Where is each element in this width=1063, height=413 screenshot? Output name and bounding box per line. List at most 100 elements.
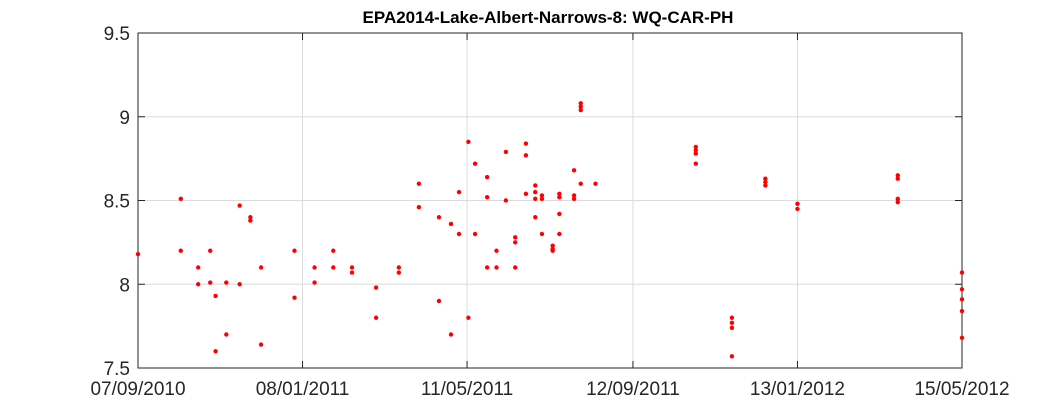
data-point: [578, 107, 583, 113]
data-point: [331, 248, 336, 253]
data-point: [213, 349, 218, 354]
data-point: [550, 248, 555, 253]
data-point: [729, 325, 735, 330]
data-point: [533, 215, 538, 220]
data-point: [373, 315, 379, 320]
y-tick-label: 8: [119, 275, 130, 296]
data-point: [959, 297, 965, 302]
y-tick-label: 8.5: [104, 192, 130, 213]
data-point: [208, 280, 213, 285]
data-point: [523, 153, 529, 158]
data-point: [895, 173, 900, 178]
data-point: [557, 191, 562, 196]
data-point: [729, 354, 735, 359]
data-point: [195, 265, 201, 270]
data-point: [693, 151, 699, 156]
data-point: [729, 315, 735, 320]
data-point: [224, 332, 229, 337]
data-point: [456, 231, 462, 237]
data-point: [494, 248, 499, 253]
x-tick-label: 13/01/2012: [750, 379, 845, 400]
data-point: [416, 181, 422, 186]
data-point: [557, 231, 562, 237]
x-tick-label: 12/09/2011: [586, 379, 680, 400]
data-point: [763, 179, 768, 185]
data-point: [292, 295, 297, 300]
data-point: [472, 161, 478, 166]
data-point: [456, 189, 462, 195]
y-tick-label: 9.5: [104, 24, 130, 45]
data-point: [959, 270, 965, 275]
data-point: [466, 139, 471, 145]
x-tick-label: 08/01/2011: [256, 379, 350, 400]
data-point: [484, 194, 490, 200]
y-tick-label: 7.5: [104, 359, 130, 380]
data-point: [135, 251, 141, 257]
data-point: [237, 282, 242, 287]
data-point: [513, 235, 518, 240]
data-point: [550, 243, 555, 248]
data-point: [533, 196, 538, 202]
data-point: [248, 218, 253, 223]
data-point: [292, 248, 297, 253]
data-point: [484, 174, 490, 180]
data-point: [523, 191, 529, 196]
chart-title: EPA2014-Lake-Albert-Narrows-8: WQ-CAR-PH: [363, 8, 734, 27]
data-point: [213, 293, 218, 299]
data-point: [895, 176, 900, 181]
data-point: [494, 265, 499, 270]
x-tick-label: 15/05/2012: [914, 379, 1009, 400]
data-point: [959, 335, 965, 341]
data-point: [513, 265, 518, 270]
data-point: [895, 196, 900, 202]
data-point: [448, 221, 454, 227]
data-point: [224, 280, 229, 285]
data-point: [795, 206, 800, 212]
data-point: [539, 193, 545, 198]
data-point: [258, 265, 264, 270]
data-point: [349, 265, 355, 270]
data-point: [312, 280, 317, 285]
grid-layer: [137, 32, 963, 369]
data-point: [503, 149, 509, 155]
data-point: [237, 203, 242, 208]
data-point: [533, 189, 538, 195]
data-point: [571, 193, 577, 198]
data-point: [331, 265, 336, 270]
data-point: [436, 298, 442, 304]
data-point: [416, 205, 422, 210]
data-point: [396, 265, 402, 270]
data-point: [959, 308, 965, 314]
data-point: [178, 248, 184, 253]
y-tick-label: 9: [119, 108, 130, 129]
data-point: [763, 183, 768, 188]
data-point: [349, 270, 355, 275]
data-point: [523, 141, 529, 146]
data-point: [248, 215, 253, 220]
data-point: [258, 342, 264, 347]
data-point: [208, 248, 213, 253]
data-point: [571, 168, 577, 173]
data-point: [593, 181, 598, 186]
data-point: [763, 176, 768, 181]
data-point: [312, 265, 317, 270]
data-points: [135, 101, 965, 359]
tick-layer: 07/09/2010 08/01/2011 11/05/2011 12/09/2011…: [90, 24, 1009, 400]
data-point: [578, 181, 583, 186]
data-point: [484, 265, 490, 270]
data-point: [578, 101, 583, 106]
data-point: [693, 161, 699, 166]
data-point: [959, 287, 965, 292]
data-point: [729, 320, 735, 325]
data-point: [557, 194, 562, 200]
data-point: [578, 104, 583, 109]
data-point: [466, 315, 471, 320]
data-point: [693, 144, 699, 150]
data-point: [503, 198, 509, 203]
data-point: [533, 183, 538, 188]
data-point: [448, 332, 454, 337]
data-point: [693, 148, 699, 153]
data-point: [472, 231, 478, 237]
data-point: [513, 240, 518, 245]
